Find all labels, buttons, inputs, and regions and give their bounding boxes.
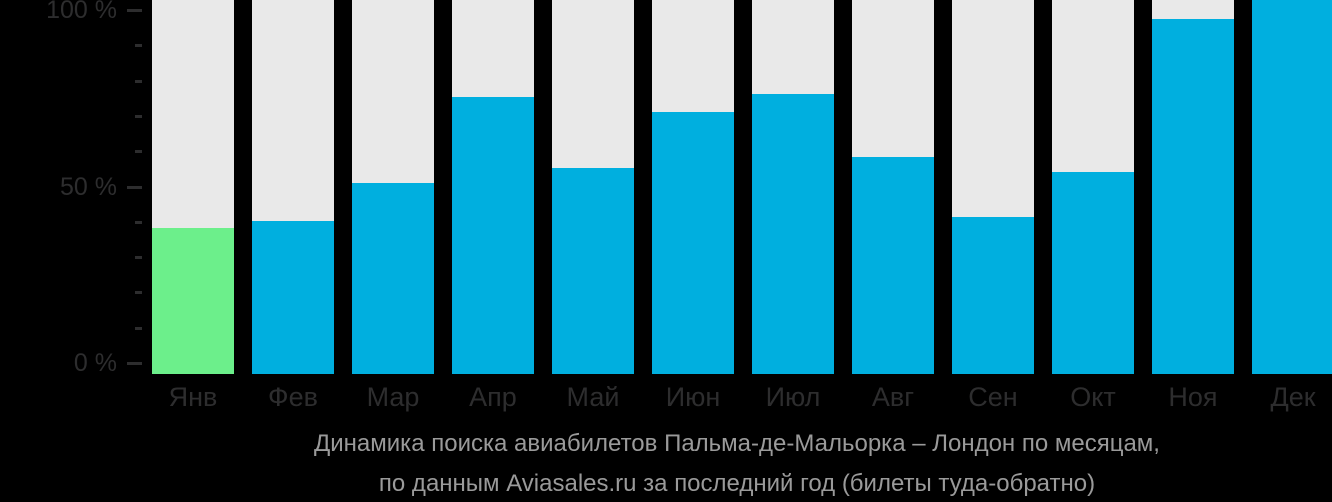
chart-subtitle: по данным Aviasales.ru за последний год … <box>378 470 1096 497</box>
y-axis-minor-tick <box>135 150 142 154</box>
x-axis-label: Дек <box>1270 382 1316 412</box>
y-axis-minor-tick <box>135 326 142 330</box>
y-axis-major-tick <box>127 185 142 189</box>
chart-caption: Динамика поиска авиабилетов Пальма-де-Ма… <box>142 424 1332 502</box>
y-axis-minor-tick <box>135 44 142 48</box>
y-axis-label: 0 % <box>73 349 117 377</box>
x-axis-label: Мар <box>366 382 420 412</box>
bar-column-Сен <box>952 0 1034 374</box>
bar-fill <box>752 93 834 374</box>
bar-column-Окт <box>1052 0 1134 374</box>
x-axis-label: Май <box>566 382 620 412</box>
bar-column-Апр <box>452 0 534 374</box>
bar-column-Авг <box>852 0 934 374</box>
x-axis-label: Июн <box>665 382 721 412</box>
x-axis-label: Окт <box>1070 382 1116 412</box>
bar-fill <box>252 220 334 374</box>
y-axis-minor-tick <box>135 291 142 295</box>
bar-fill <box>1052 172 1134 374</box>
y-axis-minor-tick <box>135 220 142 224</box>
y-axis-major-tick <box>127 362 142 365</box>
bar-fill <box>852 157 934 374</box>
x-axis-label: Сен <box>968 382 1018 412</box>
bar-fill <box>452 97 534 374</box>
y-axis-label: 50 % <box>60 172 117 201</box>
x-axis-label: Ноя <box>1168 382 1218 412</box>
bar-column-Июл <box>752 0 834 374</box>
bar-fill <box>1152 18 1234 374</box>
x-axis-label: Апр <box>469 382 517 412</box>
y-axis-minor-tick <box>135 114 142 118</box>
bar-column-Фев <box>252 0 334 374</box>
x-axis: Янв Фев Мар Апр Май Июн Июл Авг Сен Окт Ноя Дек <box>142 382 1332 414</box>
bar-fill <box>152 228 234 374</box>
bar-fill <box>352 183 434 374</box>
bar-fill <box>652 112 734 374</box>
bar-fill <box>952 216 1034 374</box>
plot-area <box>142 0 1332 374</box>
x-axis-label: Июл <box>765 382 821 412</box>
bar-column-Янв <box>152 0 234 374</box>
y-axis-minor-tick <box>135 79 142 83</box>
y-axis-minor-tick <box>135 256 142 260</box>
y-axis-major-tick <box>127 9 142 12</box>
bar-column-Дек <box>1252 0 1332 374</box>
x-axis-label: Фев <box>268 382 318 412</box>
x-axis-label: Авг <box>871 382 915 412</box>
bar-fill <box>1252 0 1332 374</box>
bar-column-Ноя <box>1152 0 1234 374</box>
x-axis-label: Янв <box>168 382 218 412</box>
y-axis: 100 % 50 % 0 % <box>0 0 142 377</box>
bar-column-Июн <box>652 0 734 374</box>
bar-fill <box>552 168 634 374</box>
chart-title: Динамика поиска авиабилетов Пальма-де-Ма… <box>314 430 1160 457</box>
bar-column-Мар <box>352 0 434 374</box>
bar-column-Май <box>552 0 634 374</box>
y-axis-label: 100 % <box>46 0 117 24</box>
